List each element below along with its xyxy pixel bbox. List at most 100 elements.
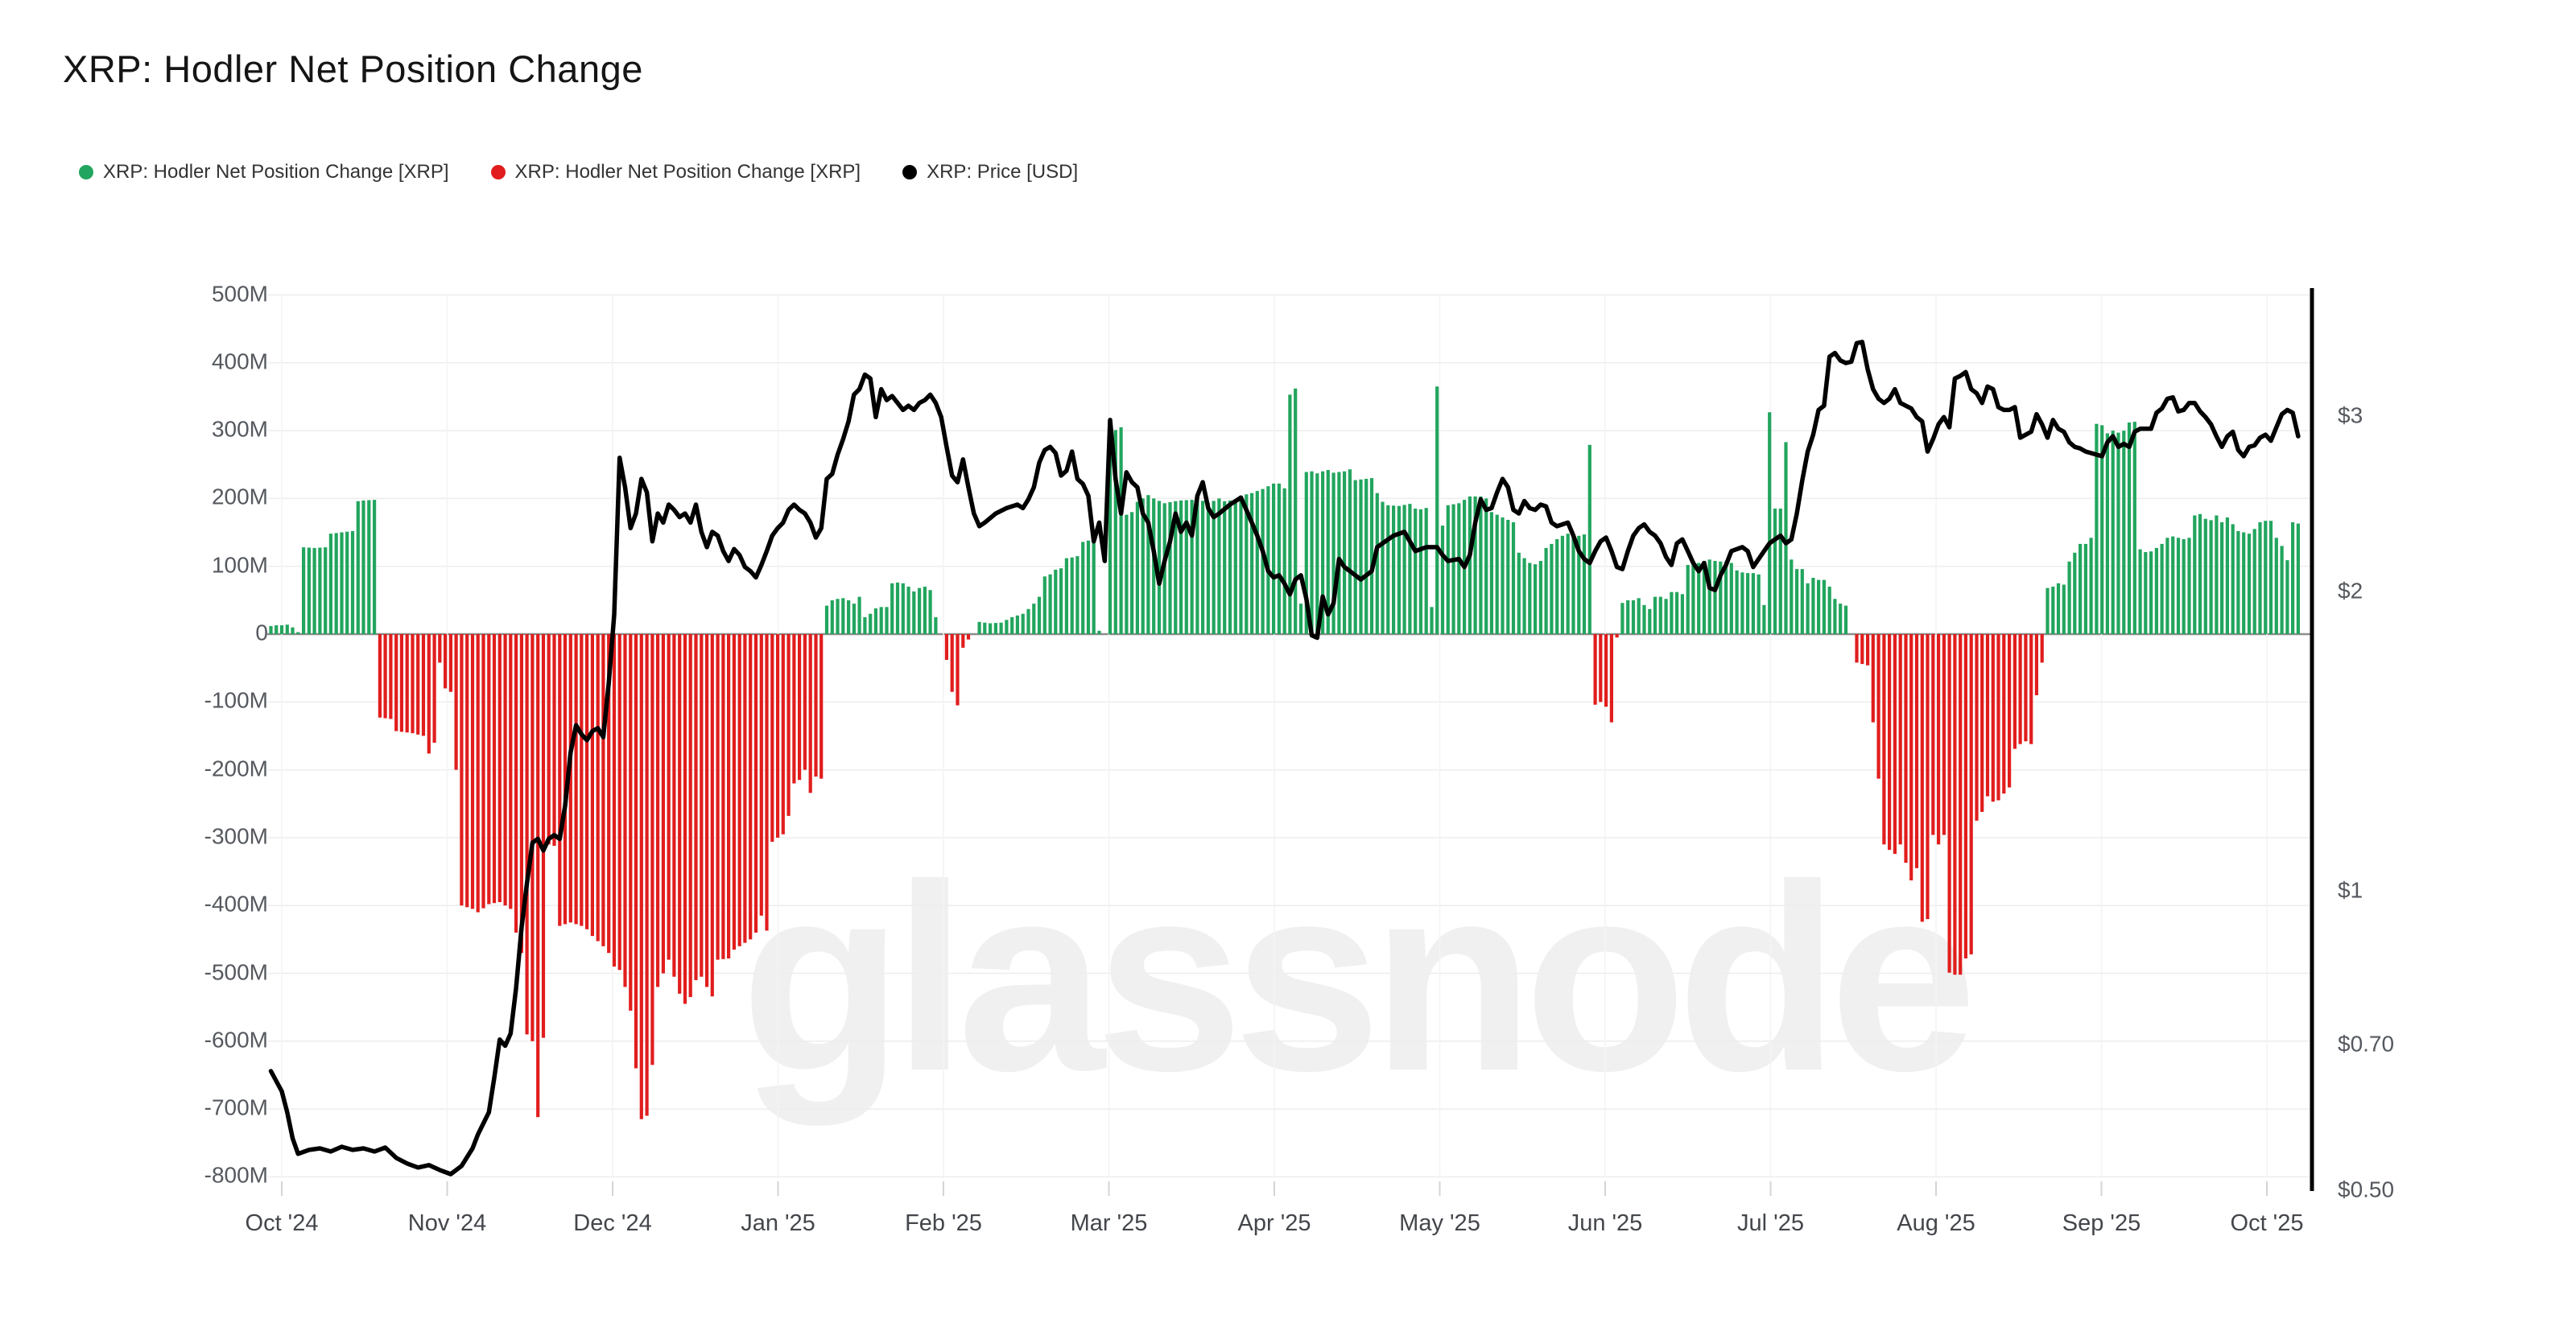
net-position-bar [1446, 505, 1450, 634]
net-position-bar [312, 547, 316, 634]
net-position-bar [438, 634, 442, 663]
net-position-bar [2018, 634, 2022, 744]
net-position-bar [1397, 505, 1401, 634]
net-position-bar [2264, 521, 2268, 634]
net-position-bar [1680, 594, 1684, 634]
x-axis-label: Jun '25 [1567, 1210, 1643, 1236]
net-position-bar [1321, 471, 1325, 634]
net-position-bar [1839, 604, 1843, 634]
net-position-bar [803, 634, 807, 770]
net-position-bar [912, 591, 916, 634]
net-position-bar [2198, 513, 2202, 634]
net-position-bar [405, 634, 409, 733]
net-position-bar [1963, 634, 1967, 958]
net-position-bar [749, 634, 753, 940]
net-position-bar [683, 634, 687, 1004]
net-position-bar [1571, 534, 1575, 634]
net-position-bar [530, 634, 535, 1041]
y-axis-label-right: $3 [2338, 402, 2363, 428]
net-position-bar [1146, 495, 1150, 634]
net-position-bar [1064, 558, 1068, 634]
net-position-bar [956, 634, 960, 706]
net-position-bar [1032, 604, 1036, 634]
net-position-bar [2062, 584, 2066, 634]
net-position-bar [607, 634, 611, 954]
net-position-bar [350, 530, 355, 634]
net-position-bar [617, 634, 621, 971]
net-position-bar [2046, 587, 2050, 634]
net-position-bar [1724, 561, 1728, 634]
net-position-bar [1822, 579, 1826, 634]
net-position-bar [514, 634, 518, 933]
net-position-bar [2242, 532, 2246, 634]
net-position-bar [786, 634, 791, 816]
net-position-bar [1298, 604, 1303, 634]
net-position-bar [1272, 483, 1276, 634]
net-position-bar [328, 534, 332, 634]
net-position-bar [1637, 598, 1641, 634]
net-position-bar [1926, 634, 1930, 920]
net-position-bar [798, 634, 802, 781]
net-position-bar [2231, 524, 2235, 634]
net-position-bar [1174, 501, 1178, 634]
net-position-bar [1206, 503, 1210, 634]
legend-item-label: XRP: Hodler Net Position Change [XRP] [103, 161, 449, 183]
net-position-bar [847, 600, 851, 634]
net-position-bar [1855, 634, 1859, 663]
net-position-bar [1021, 613, 1025, 634]
chart-area[interactable]: glassnode 500M 400M 300M 200M 100M 0 -100M -200… [0, 225, 2576, 1288]
net-position-bar [1959, 634, 1963, 975]
net-position-bar [1015, 615, 1019, 634]
net-position-bar [1843, 605, 1848, 634]
net-position-bar [1517, 552, 1521, 634]
legend-item-0[interactable]: XRP: Hodler Net Position Change [XRP] [79, 161, 449, 183]
net-position-bar [269, 625, 273, 634]
y-axis-label-left: -300M [204, 823, 268, 849]
legend-marker-icon [79, 165, 93, 179]
net-position-bar [1070, 557, 1074, 634]
net-position-bar [705, 634, 709, 987]
net-position-bar [2274, 538, 2278, 634]
net-position-bar [334, 533, 338, 634]
net-position-bar [928, 590, 932, 634]
net-position-bar [2127, 422, 2132, 634]
net-position-bar [2051, 587, 2055, 634]
net-position-bar [1294, 388, 1298, 634]
net-position-bar [1528, 563, 1532, 634]
net-position-bar [1473, 496, 1477, 634]
legend: XRP: Hodler Net Position Change [XRP] XRP… [79, 161, 1120, 183]
net-position-bar [1348, 469, 1352, 634]
legend-marker-icon [902, 165, 918, 179]
net-position-bar [808, 634, 812, 793]
legend-item-2[interactable]: XRP: Price [USD] [902, 161, 1078, 183]
net-position-bar [983, 622, 987, 634]
net-position-bar [1790, 559, 1794, 634]
net-position-bar [1980, 634, 1984, 812]
net-position-bar [716, 634, 720, 960]
net-position-bar [1026, 608, 1030, 634]
net-position-bar [863, 616, 867, 634]
net-position-bar [1228, 500, 1232, 634]
net-position-bar [934, 616, 938, 634]
net-position-bar [873, 608, 877, 634]
net-position-bar [454, 634, 458, 770]
net-position-bar [2280, 546, 2284, 634]
legend-item-1[interactable]: XRP: Hodler Net Position Change [XRP] [490, 161, 861, 183]
net-position-bar [2193, 515, 2197, 634]
net-position-bar [1495, 514, 1499, 634]
y-axis-label-left: -200M [204, 756, 268, 781]
net-position-bar [2034, 634, 2038, 695]
net-position-bar [536, 634, 540, 1118]
net-position-bar [2209, 520, 2213, 634]
net-position-bar [585, 634, 589, 929]
net-position-bar [1468, 496, 1472, 634]
net-position-bar [416, 634, 420, 735]
net-position-bar [1985, 634, 1990, 797]
net-position-bar [1947, 634, 1951, 973]
net-position-bar [1670, 591, 1674, 634]
net-position-bar [944, 634, 948, 660]
net-position-bar [1795, 569, 1799, 634]
net-position-bar [2144, 552, 2148, 634]
net-position-bar [1184, 500, 1188, 634]
